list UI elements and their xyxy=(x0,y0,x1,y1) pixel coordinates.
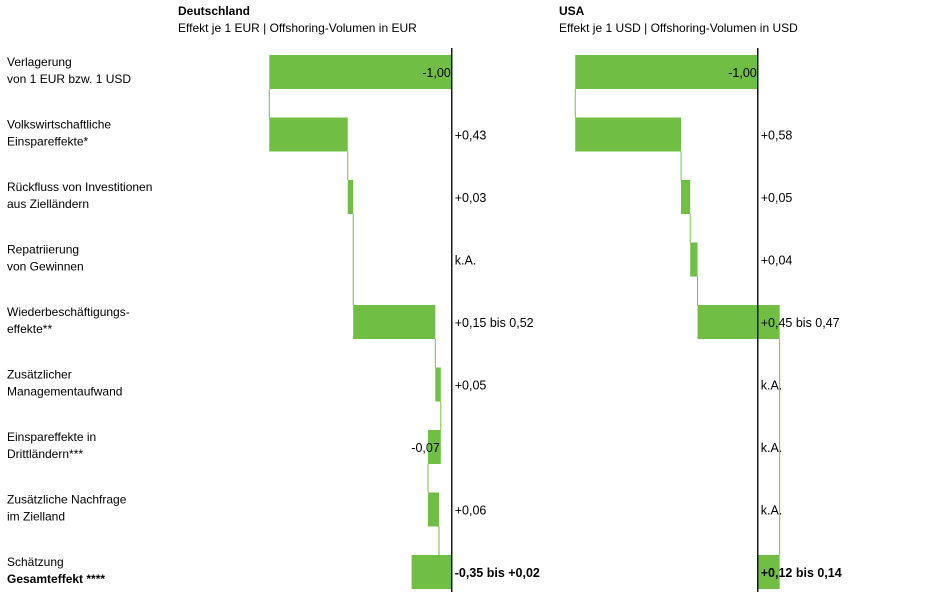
bar-1 xyxy=(575,55,758,89)
value-label-6: k.A. xyxy=(761,379,783,393)
panel-usa: USA Effekt je 1 USD | Offshoring-Volumen … xyxy=(559,4,842,592)
bar-1 xyxy=(269,55,452,89)
row-label-6-line-2: Managementaufwand xyxy=(7,385,122,399)
row-label-5-line-1: Wiederbeschäftigungs- xyxy=(7,305,130,319)
panel-title: Deutschland xyxy=(178,4,250,18)
row-label-4-line-1: Repatriierung xyxy=(7,243,79,257)
value-label-5: +0,45 bis 0,47 xyxy=(761,316,840,330)
bar-2 xyxy=(269,117,348,152)
bar-6 xyxy=(435,367,441,402)
row-label-1-line-2: von 1 EUR bzw. 1 USD xyxy=(7,72,131,86)
value-label-2: +0,43 xyxy=(455,129,487,143)
bar-8 xyxy=(428,492,439,527)
row-label-7-line-1: Einspareffekte in xyxy=(7,430,96,444)
value-label-1: -1,00 xyxy=(728,66,757,80)
panel-title: USA xyxy=(559,4,585,18)
value-label-4: +0,04 xyxy=(761,254,793,268)
row-label-3-line-1: Rückfluss von Investitionen xyxy=(7,180,152,194)
value-label-8: +0,06 xyxy=(455,504,487,518)
row-label-9-line-2: Gesamteffekt **** xyxy=(7,572,105,586)
bar-5 xyxy=(697,305,780,339)
value-label-3: +0,05 xyxy=(761,191,793,205)
row-label-3-line-2: aus Zielländern xyxy=(7,197,89,211)
bar-5 xyxy=(353,305,436,339)
bar-2 xyxy=(575,117,682,152)
row-label-9-line-1: Schätzung xyxy=(7,555,64,569)
value-label-1: -1,00 xyxy=(422,66,451,80)
row-label-8-line-2: im Zielland xyxy=(7,510,65,524)
row-label-2-line-1: Volkswirtschaftliche xyxy=(7,118,111,132)
bar-3 xyxy=(681,180,691,214)
bar-7 xyxy=(428,430,441,464)
value-label-5: +0,15 bis 0,52 xyxy=(455,316,534,330)
value-label-7: k.A. xyxy=(761,441,783,455)
row-label-5-line-2: effekte** xyxy=(7,322,52,336)
total-bar xyxy=(411,555,452,589)
bar-4 xyxy=(690,242,698,277)
panel-subtitle: Effekt je 1 EUR | Offshoring-Volumen in … xyxy=(178,21,417,35)
value-label-9: -0,35 bis +0,02 xyxy=(455,566,540,580)
value-label-3: +0,03 xyxy=(455,191,487,205)
total-bar xyxy=(757,555,780,589)
row-label-8-line-1: Zusätzliche Nachfrage xyxy=(7,493,127,507)
row-label-1-line-1: Verlagerung xyxy=(7,55,72,69)
panel-deutschland: Deutschland Effekt je 1 EUR | Offshoring-… xyxy=(178,4,540,592)
value-label-4: k.A. xyxy=(455,254,477,268)
row-labels: Verlagerung von 1 EUR bzw. 1 USD Volkswirt… xyxy=(7,55,152,586)
value-label-6: +0,05 xyxy=(455,379,487,393)
bar-3 xyxy=(347,180,354,214)
row-label-4-line-2: von Gewinnen xyxy=(7,260,84,274)
value-label-7: -0,07 xyxy=(411,441,440,455)
value-label-8: k.A. xyxy=(761,504,783,518)
value-label-9: +0,12 bis 0,14 xyxy=(761,566,842,580)
panel-subtitle: Effekt je 1 USD | Offshoring-Volumen in … xyxy=(559,21,798,35)
row-label-7-line-2: Drittländern*** xyxy=(7,447,83,461)
row-label-2-line-2: Einspareffekte* xyxy=(7,135,88,149)
row-label-6-line-1: Zusätzlicher xyxy=(7,368,72,382)
value-label-2: +0,58 xyxy=(761,129,793,143)
